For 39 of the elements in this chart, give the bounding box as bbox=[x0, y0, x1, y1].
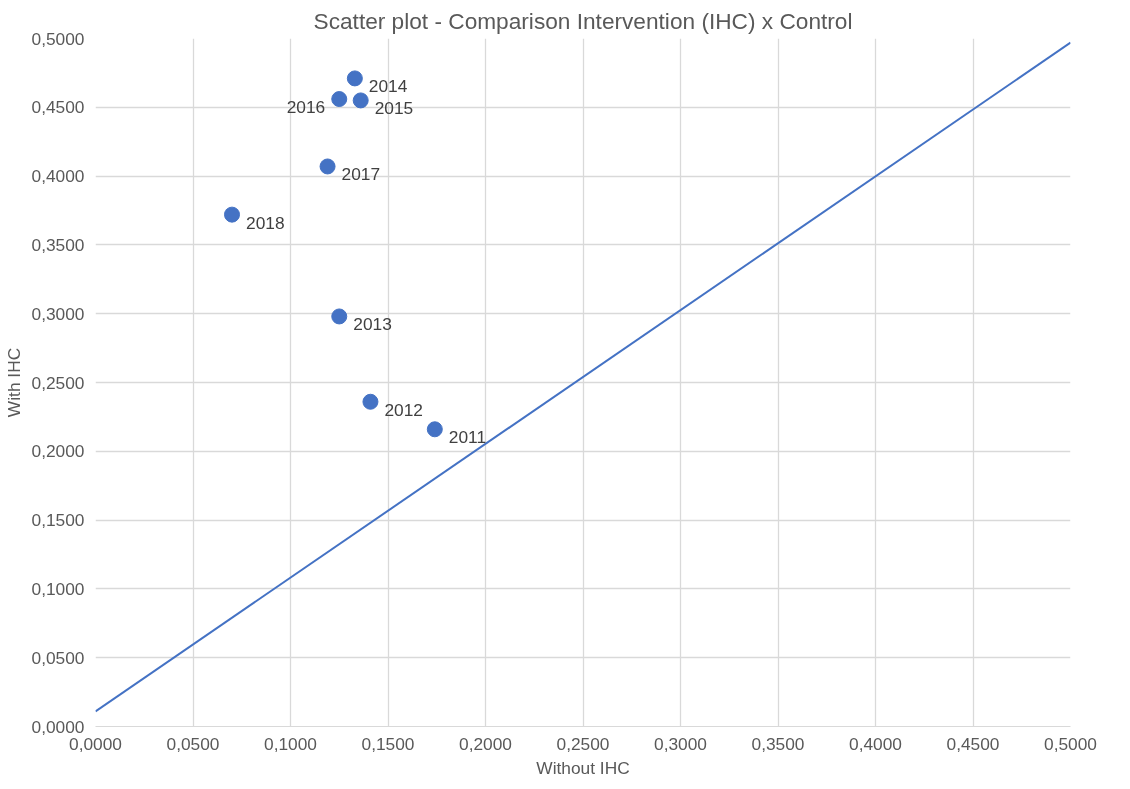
y-tick-label: 0,1500 bbox=[31, 510, 85, 531]
chart-title: Scatter plot - Comparison Intervention (IHC) x Control bbox=[313, 7, 853, 34]
point bbox=[362, 393, 379, 410]
x-axis-title: Without IHC bbox=[536, 757, 630, 778]
y-tick-label: 0,1000 bbox=[31, 578, 85, 599]
y-tick-label: 0,0500 bbox=[31, 647, 85, 668]
x-tick-label: 0,2500 bbox=[556, 733, 610, 754]
annotation: 2016 bbox=[286, 97, 326, 118]
point bbox=[319, 158, 336, 175]
x-tick-label: 0,0500 bbox=[166, 733, 220, 754]
y-axis-title: With IHC bbox=[3, 347, 24, 418]
point bbox=[224, 206, 240, 223]
y-tick-label: 0,4500 bbox=[31, 97, 85, 118]
x-tick-label: 0,5000 bbox=[1044, 733, 1097, 754]
point bbox=[346, 70, 363, 87]
y-tick-label: 0,2000 bbox=[31, 441, 85, 462]
y-tick-label: 0,3500 bbox=[31, 234, 85, 255]
annotation: 2014 bbox=[368, 76, 408, 97]
annotation: 2018 bbox=[246, 212, 285, 233]
annotation: 2013 bbox=[353, 314, 392, 335]
x-tick-label: 0,4500 bbox=[946, 733, 1000, 754]
x-tick-label: 0,1000 bbox=[264, 733, 317, 754]
point bbox=[331, 308, 348, 325]
annotation: 2017 bbox=[341, 164, 381, 185]
point bbox=[331, 91, 348, 108]
x-tick-label: 0,3500 bbox=[751, 733, 805, 754]
annotation: 2011 bbox=[448, 427, 487, 448]
y-tick-label: 0,4000 bbox=[31, 166, 85, 187]
x-tick-label: 0,1500 bbox=[361, 733, 415, 754]
x-tick-label: 0,3000 bbox=[654, 733, 707, 754]
x-tick-label: 0,4000 bbox=[849, 733, 902, 754]
annotation: 2015 bbox=[374, 98, 414, 119]
x-tick-label: 0,2000 bbox=[459, 733, 512, 754]
y-tick-label: 0,5000 bbox=[31, 28, 85, 49]
point bbox=[352, 92, 369, 109]
annotation: 2012 bbox=[384, 399, 424, 420]
point bbox=[426, 421, 443, 438]
y-tick-label: 0,2500 bbox=[31, 372, 85, 393]
y-tick-label: 0,3000 bbox=[31, 303, 85, 324]
